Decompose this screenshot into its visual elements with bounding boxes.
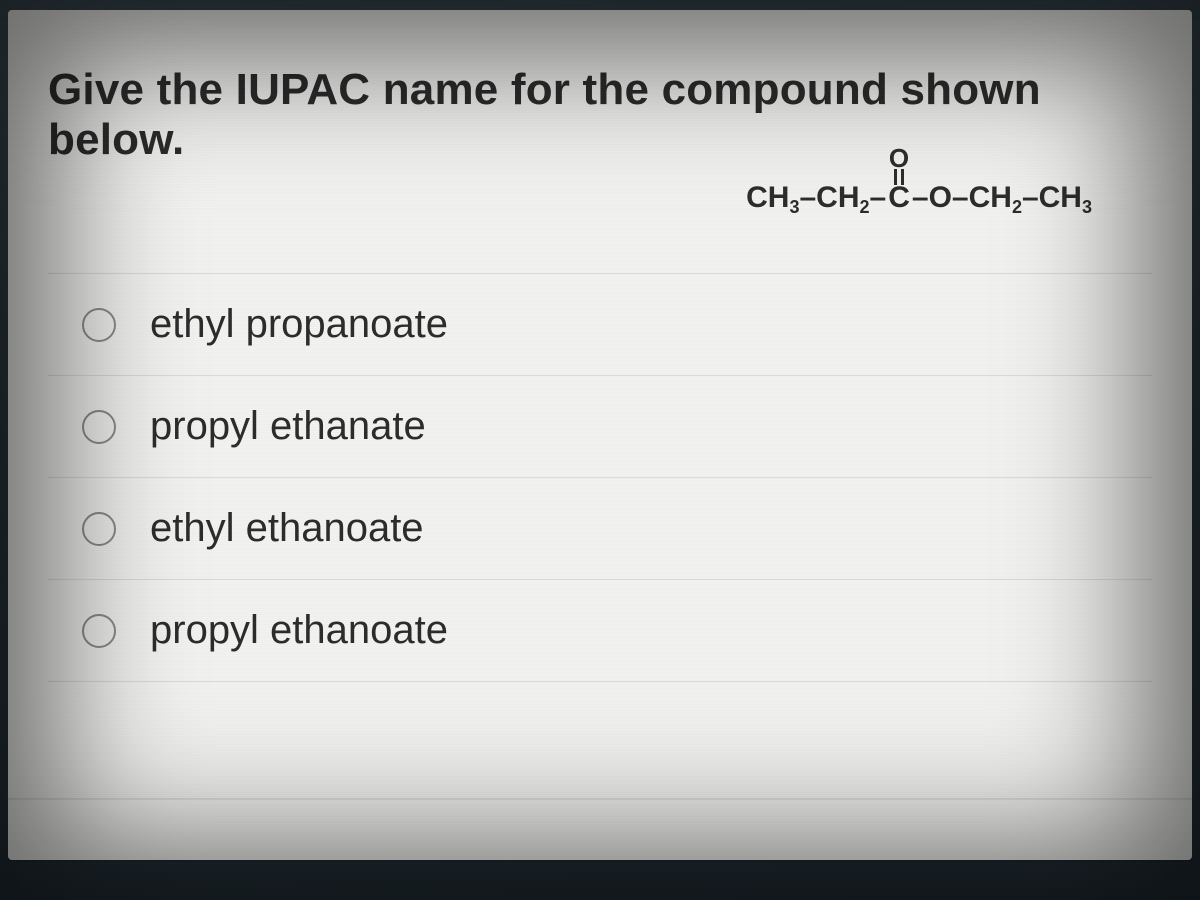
- frag-ch2-left: CH: [816, 183, 859, 213]
- carbonyl-carbon: C: [888, 183, 910, 213]
- frag-ch2-right: CH: [969, 183, 1012, 213]
- options-list: ethyl propanoate propyl ethanate ethyl e…: [48, 273, 1152, 682]
- carbonyl-group: O C: [888, 183, 910, 213]
- option-row[interactable]: propyl ethanate: [48, 376, 1152, 478]
- frag-ch3-left: CH: [746, 183, 789, 213]
- sub-2-left: 2: [860, 198, 870, 216]
- question-panel: Give the IUPAC name for the compound sho…: [8, 10, 1192, 860]
- option-row[interactable]: ethyl ethanoate: [48, 478, 1152, 580]
- frag-ch3-right: CH: [1039, 183, 1082, 213]
- structural-formula: CH3–CH2– O C –O–CH2–CH3: [746, 183, 1092, 213]
- dash-5: –: [1022, 183, 1039, 213]
- option-label: ethyl ethanoate: [150, 506, 424, 551]
- radio-icon[interactable]: [82, 614, 116, 648]
- option-row[interactable]: propyl ethanoate: [48, 580, 1152, 682]
- dash-2: –: [870, 183, 887, 213]
- double-bond-icon: [894, 169, 904, 185]
- radio-icon[interactable]: [82, 308, 116, 342]
- option-label: propyl ethanoate: [150, 608, 448, 653]
- bottom-divider: [8, 798, 1192, 800]
- bridge-oxygen: O: [929, 183, 952, 213]
- dash-1: –: [799, 183, 816, 213]
- option-row[interactable]: ethyl propanoate: [48, 274, 1152, 376]
- option-label: ethyl propanoate: [150, 302, 448, 347]
- option-label: propyl ethanate: [150, 404, 426, 449]
- formula-row: CH3–CH2– O C –O–CH2–CH3: [48, 183, 1152, 213]
- carbonyl-oxygen: O: [889, 145, 909, 171]
- sub-2-right: 2: [1012, 198, 1022, 216]
- dash-3: –: [912, 183, 929, 213]
- radio-icon[interactable]: [82, 410, 116, 444]
- dash-4: –: [952, 183, 969, 213]
- question-prompt: Give the IUPAC name for the compound sho…: [48, 65, 1152, 165]
- sub-3-left: 3: [789, 198, 799, 216]
- radio-icon[interactable]: [82, 512, 116, 546]
- sub-3-right: 3: [1082, 198, 1092, 216]
